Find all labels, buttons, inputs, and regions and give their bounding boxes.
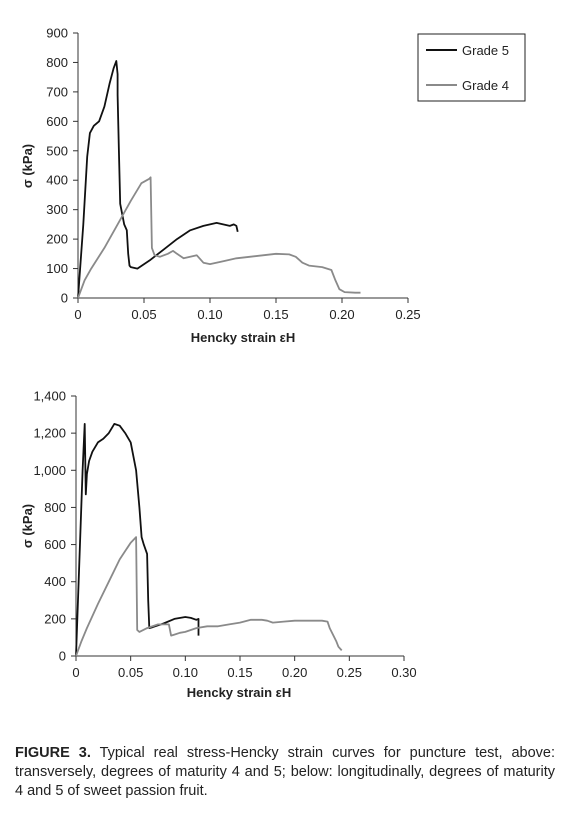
chart-transverse: 0 100 200 300 400 500 600 700 800 900 0 0.05 0.10 0.1…: [20, 26, 526, 345]
legend-box: [417, 33, 526, 102]
legend-label-grade-4: Grade 4: [462, 78, 509, 93]
chart2-series-grade-5: [75, 422, 200, 657]
chart2-x-tick-label: 0.05: [118, 665, 143, 680]
chart1-x-tick-label: 0.20: [329, 307, 354, 322]
chart1-y-tick-label: 0: [61, 291, 68, 306]
chart1-legend: Grade 5 Grade 4: [417, 33, 526, 102]
chart2-x-tick-label: 0.15: [227, 665, 252, 680]
chart1-y-tick-label: 600: [46, 114, 68, 129]
chart1-ticks: 0 100 200 300 400 500 600 700 800 900 0 0.05 0.10 0.1…: [46, 26, 420, 323]
chart2-x-tick-label: 0.30: [391, 665, 416, 680]
chart1-series-grade-5: [77, 60, 239, 299]
chart1-axes: [77, 33, 408, 299]
chart2-axes: [75, 396, 404, 657]
chart2-x-tick-label: 0.25: [337, 665, 362, 680]
chart2-x-tick-label: 0.20: [282, 665, 307, 680]
caption-label: FIGURE 3.: [15, 745, 91, 761]
chart1-x-tick-label: 0.10: [197, 307, 222, 322]
chart2-y-tick-label: 1,000: [33, 463, 66, 478]
chart2-y-axis-label: σ (kPa): [20, 504, 35, 548]
chart1-x-tick-label: 0.05: [131, 307, 156, 322]
chart1-y-tick-label: 500: [46, 143, 68, 158]
chart2-y-tick-label: 0: [59, 649, 66, 664]
chart1-plot-area: [77, 60, 361, 299]
chart2-y-tick-label: 600: [44, 537, 66, 552]
chart2-ticks: 0 200 400 600 800 1,000 1,200 1,400 0 0.05 0.10 0.1…: [33, 389, 416, 681]
chart1-x-tick-label: 0.15: [263, 307, 288, 322]
legend-label-grade-5: Grade 5: [462, 43, 509, 58]
chart-longitudinal: 0 200 400 600 800 1,000 1,200 1,400 0 0.05 0.10 0.1…: [20, 389, 417, 701]
caption-text: Typical real stress-Hencky strain curves…: [15, 745, 555, 799]
chart2-y-tick-label: 200: [44, 611, 66, 626]
chart1-y-tick-label: 800: [46, 55, 68, 70]
chart1-y-tick-label: 400: [46, 173, 68, 188]
chart1-y-tick-label: 200: [46, 232, 68, 247]
chart2-y-tick-label: 400: [44, 574, 66, 589]
chart2-x-tick-label: 0: [72, 665, 79, 680]
chart1-x-tick-label: 0: [74, 307, 81, 322]
chart1-y-tick-label: 100: [46, 261, 68, 276]
chart1-y-tick-label: 900: [46, 26, 68, 41]
chart1-series-grade-4: [77, 176, 361, 299]
chart1-x-axis-label: Hencky strain εH: [191, 330, 295, 345]
chart1-y-tick-label: 700: [46, 84, 68, 99]
figure-caption: FIGURE 3. Typical real stress-Hencky str…: [15, 744, 555, 801]
chart2-plot-area: [75, 422, 343, 657]
chart2-x-tick-label: 0.10: [173, 665, 198, 680]
chart2-y-tick-label: 800: [44, 500, 66, 515]
chart2-series-grade-4: [75, 536, 343, 657]
chart1-x-tick-label: 0.25: [395, 307, 420, 322]
chart2-x-axis-label: Hencky strain εH: [187, 685, 291, 700]
chart2-y-tick-label: 1,200: [33, 426, 66, 441]
chart1-y-tick-label: 300: [46, 202, 68, 217]
chart2-y-tick-label: 1,400: [33, 389, 66, 404]
chart1-y-axis-label: σ (kPa): [20, 144, 35, 188]
